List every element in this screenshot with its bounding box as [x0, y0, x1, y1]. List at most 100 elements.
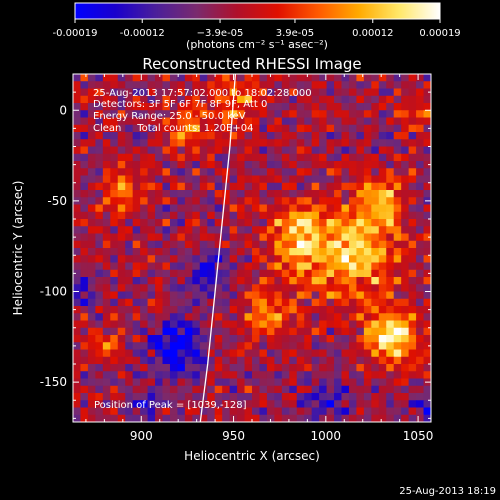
heatmap-cell: [326, 378, 335, 387]
heatmap-cell: [423, 226, 431, 235]
heatmap-cell: [266, 146, 275, 155]
heatmap-cell: [363, 320, 372, 329]
heatmap-cell: [311, 385, 320, 394]
heatmap-cell: [423, 95, 431, 104]
heatmap-cell: [259, 161, 268, 169]
heatmap-cell: [423, 182, 431, 191]
heatmap-cell: [304, 95, 313, 104]
heatmap-cell: [266, 414, 275, 422]
heatmap-cell: [363, 182, 372, 191]
heatmap-cell: [281, 407, 290, 416]
heatmap-cell: [259, 414, 268, 422]
heatmap-cell: [274, 139, 283, 148]
heatmap-cell: [177, 414, 186, 422]
heatmap-cell: [132, 117, 141, 126]
heatmap-cell: [304, 88, 313, 97]
heatmap-cell: [184, 284, 193, 293]
heatmap-cell: [229, 219, 238, 227]
heatmap-cell: [125, 371, 134, 380]
heatmap-cell: [125, 342, 134, 351]
heatmap-cell: [80, 284, 89, 293]
heatmap-cell: [334, 385, 343, 394]
heatmap-cell: [73, 284, 82, 293]
heatmap-cell: [244, 414, 253, 422]
heatmap-cell: [252, 110, 261, 119]
info-line-1: 25-Aug-2013 17:57:02.000 to 18:02:28.000: [93, 88, 312, 99]
heatmap-cell: [274, 103, 283, 111]
heatmap-cell: [252, 153, 261, 162]
heatmap-cell: [401, 168, 410, 177]
heatmap-cell: [184, 226, 193, 235]
heatmap-cell: [132, 320, 141, 329]
heatmap-cell: [356, 407, 365, 416]
heatmap-cell: [252, 327, 261, 336]
heatmap-cell: [266, 175, 275, 184]
heatmap-cell: [423, 407, 431, 416]
heatmap-cell: [401, 204, 410, 213]
heatmap-cell: [117, 95, 126, 104]
heatmap-cell: [289, 284, 298, 293]
heatmap-cell: [281, 219, 290, 227]
heatmap-cell: [371, 313, 380, 322]
heatmap-cell: [266, 327, 275, 336]
heatmap-cell: [237, 291, 246, 300]
heatmap-cell: [386, 255, 395, 264]
heatmap-cell: [110, 182, 119, 191]
heatmap-cell: [140, 407, 149, 416]
heatmap-cell: [177, 313, 186, 322]
heatmap-cell: [229, 320, 238, 329]
heatmap-cell: [266, 356, 275, 365]
heatmap-cell: [222, 153, 231, 162]
heatmap-cell: [252, 298, 261, 307]
heatmap-cell: [73, 95, 82, 104]
heatmap-cell: [87, 393, 96, 401]
heatmap-cell: [162, 110, 171, 119]
heatmap-cell: [274, 393, 283, 401]
heatmap-cell: [140, 146, 149, 155]
heatmap-cell: [259, 190, 268, 198]
heatmap-cell: [334, 269, 343, 278]
heatmap-cell: [214, 74, 223, 82]
heatmap-cell: [73, 81, 82, 90]
heatmap-cell: [281, 414, 290, 422]
heatmap-cell: [311, 103, 320, 111]
heatmap-cell: [378, 342, 387, 351]
heatmap-cell: [423, 269, 431, 278]
heatmap-cell: [281, 364, 290, 372]
heatmap-cell: [334, 240, 343, 249]
info-line-4: Clean Total counts: 1.20E+04: [93, 123, 253, 134]
heatmap-cell: [140, 255, 149, 264]
heatmap-cell: [319, 371, 328, 380]
heatmap-cell: [244, 298, 253, 307]
heatmap-cell: [304, 81, 313, 90]
heatmap-cell: [311, 81, 320, 90]
heatmap-cell: [334, 204, 343, 213]
heatmap-cell: [416, 74, 425, 82]
heatmap-cell: [348, 182, 358, 191]
heatmap-cell: [326, 88, 335, 97]
heatmap-cell: [281, 313, 290, 322]
heatmap-cell: [296, 255, 305, 264]
heatmap-cell: [259, 385, 268, 394]
heatmap-cell: [95, 95, 104, 104]
heatmap-cell: [311, 349, 320, 358]
heatmap-cell: [319, 146, 328, 155]
heatmap-cell: [289, 103, 298, 111]
heatmap-cell: [177, 306, 186, 314]
heatmap-cell: [281, 320, 290, 329]
heatmap-cell: [169, 277, 179, 285]
heatmap-cell: [184, 269, 193, 278]
heatmap-cell: [132, 190, 141, 198]
heatmap-cell: [281, 226, 290, 235]
heatmap-cell: [378, 298, 387, 307]
heatmap-cell: [334, 306, 343, 314]
heatmap-cell: [401, 393, 410, 401]
heatmap-cell: [363, 291, 372, 300]
heatmap-cell: [244, 378, 253, 387]
heatmap-cell: [274, 364, 283, 372]
heatmap-cell: [140, 175, 149, 184]
heatmap-cell: [378, 371, 387, 380]
heatmap-cell: [132, 327, 141, 336]
heatmap-cell: [184, 262, 193, 271]
heatmap-cell: [378, 400, 387, 409]
